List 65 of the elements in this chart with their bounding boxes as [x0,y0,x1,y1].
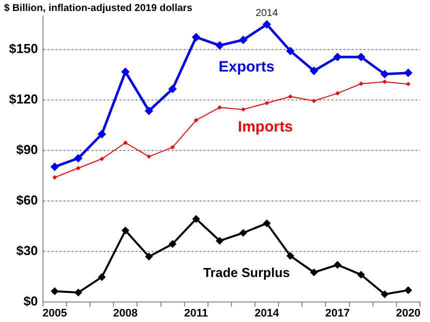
point [74,289,82,296]
point [334,261,342,268]
point [310,67,318,75]
y-tick-label: $120 [9,92,38,107]
point [358,271,365,278]
point [382,80,387,84]
point [241,107,246,112]
annotation: 2014 [256,8,278,20]
point [122,68,130,76]
point [263,20,271,28]
point [146,154,151,159]
series-label: Trade Surplus [203,264,290,280]
y-tick-label: $90 [16,142,38,158]
x-tick-label: 2017 [325,307,350,320]
point [123,140,128,145]
point [404,69,412,77]
point [404,286,412,294]
point [50,163,58,171]
point [263,220,270,227]
y-tick-label: $0 [23,293,38,308]
point [286,252,294,260]
point [169,240,176,248]
point [288,94,292,99]
point [52,175,57,180]
point [286,47,294,55]
point [194,118,198,122]
point [357,53,365,61]
point [239,36,247,44]
y-tick-label: $30 [16,242,38,258]
point [216,42,224,50]
point [216,237,224,244]
x-tick-label: 2014 [254,307,280,320]
point [218,105,222,110]
point [145,107,153,115]
point [168,85,176,93]
point [264,101,269,106]
point [310,268,318,276]
point [334,53,342,61]
point [312,98,316,103]
series-label: Exports [218,58,274,76]
series-label: Imports [238,118,293,136]
point [336,91,340,96]
point [145,253,152,260]
point [240,229,247,236]
point [406,82,410,86]
x-tick-label: 2020 [396,307,420,320]
point [74,154,82,162]
point [122,227,129,234]
point [381,290,388,298]
point [192,215,200,222]
point [51,288,58,295]
point [100,156,104,161]
y-tick-label: $150 [9,41,38,56]
x-tick-label: 2005 [42,307,67,320]
point [380,70,388,78]
x-tick-label: 2011 [184,307,208,320]
point [170,145,175,150]
point [76,166,80,170]
point [98,130,106,138]
point [192,33,200,41]
chart-title: $ Billion, inflation-adjusted 2019 dollars [4,2,193,14]
point [98,274,106,281]
x-tick-label: 2008 [113,307,138,320]
point [359,82,364,86]
y-tick-label: $60 [16,192,38,208]
